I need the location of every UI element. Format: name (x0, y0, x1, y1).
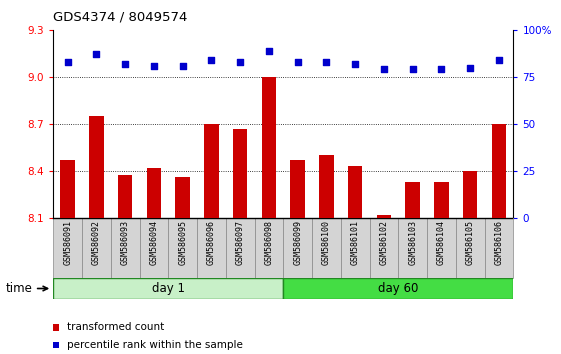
Point (293, 59, 302, 65)
Text: GDS4374 / 8049574: GDS4374 / 8049574 (53, 11, 188, 24)
Point (92, 52, 101, 57)
Bar (406, 182, 420, 218)
Bar (61, 160, 75, 218)
Bar (427, 218, 456, 278)
Bar (341, 218, 370, 278)
Bar (226, 218, 255, 278)
Bar (370, 218, 398, 278)
Bar (147, 168, 161, 218)
Point (178, 63, 187, 69)
Bar (456, 218, 485, 278)
Bar (140, 218, 168, 278)
Text: transformed count: transformed count (67, 322, 164, 332)
Bar (291, 160, 305, 218)
Text: GSM586099: GSM586099 (293, 220, 302, 265)
Text: GSM586105: GSM586105 (466, 220, 475, 265)
Text: GSM586094: GSM586094 (149, 220, 158, 265)
Bar (197, 218, 226, 278)
Bar (255, 218, 283, 278)
Point (322, 59, 331, 65)
Text: percentile rank within the sample: percentile rank within the sample (67, 340, 243, 350)
Bar (463, 171, 477, 218)
Text: GSM586103: GSM586103 (408, 220, 417, 265)
Point (149, 63, 158, 69)
Bar (168, 218, 197, 278)
Bar (492, 124, 506, 218)
Text: GSM586095: GSM586095 (178, 220, 187, 265)
Point (351, 61, 360, 67)
Text: GSM586093: GSM586093 (121, 220, 130, 265)
Bar (233, 129, 247, 218)
Text: GSM586092: GSM586092 (92, 220, 101, 265)
Text: GSM586104: GSM586104 (437, 220, 446, 265)
Point (63, 59, 72, 65)
Bar (204, 124, 219, 218)
Bar (312, 218, 341, 278)
Text: GSM586091: GSM586091 (63, 220, 72, 265)
Text: time: time (6, 282, 33, 295)
Bar (176, 177, 190, 218)
Bar (53, 278, 283, 299)
Text: GSM586096: GSM586096 (207, 220, 216, 265)
Bar (377, 215, 391, 218)
Bar (82, 218, 111, 278)
Point (466, 65, 475, 70)
Text: day 60: day 60 (378, 282, 419, 295)
Bar (262, 77, 276, 218)
Text: GSM586106: GSM586106 (494, 220, 503, 265)
Text: GSM586100: GSM586100 (322, 220, 331, 265)
Bar (53, 218, 82, 278)
Point (264, 48, 273, 53)
Point (207, 57, 216, 63)
Bar (485, 218, 513, 278)
Point (379, 67, 388, 72)
Point (494, 57, 503, 63)
Point (437, 67, 446, 72)
Bar (283, 278, 513, 299)
Bar (89, 116, 104, 218)
Bar (111, 218, 140, 278)
Text: GSM586101: GSM586101 (351, 220, 360, 265)
Text: GSM586102: GSM586102 (379, 220, 388, 265)
Point (236, 59, 245, 65)
Point (408, 67, 417, 72)
Bar (398, 218, 427, 278)
Bar (319, 155, 334, 218)
Text: GSM586097: GSM586097 (236, 220, 245, 265)
Point (121, 61, 130, 67)
Text: GSM586098: GSM586098 (264, 220, 273, 265)
Bar (434, 182, 449, 218)
Bar (348, 166, 362, 218)
Bar (118, 176, 132, 218)
Bar (283, 218, 312, 278)
Text: day 1: day 1 (152, 282, 185, 295)
